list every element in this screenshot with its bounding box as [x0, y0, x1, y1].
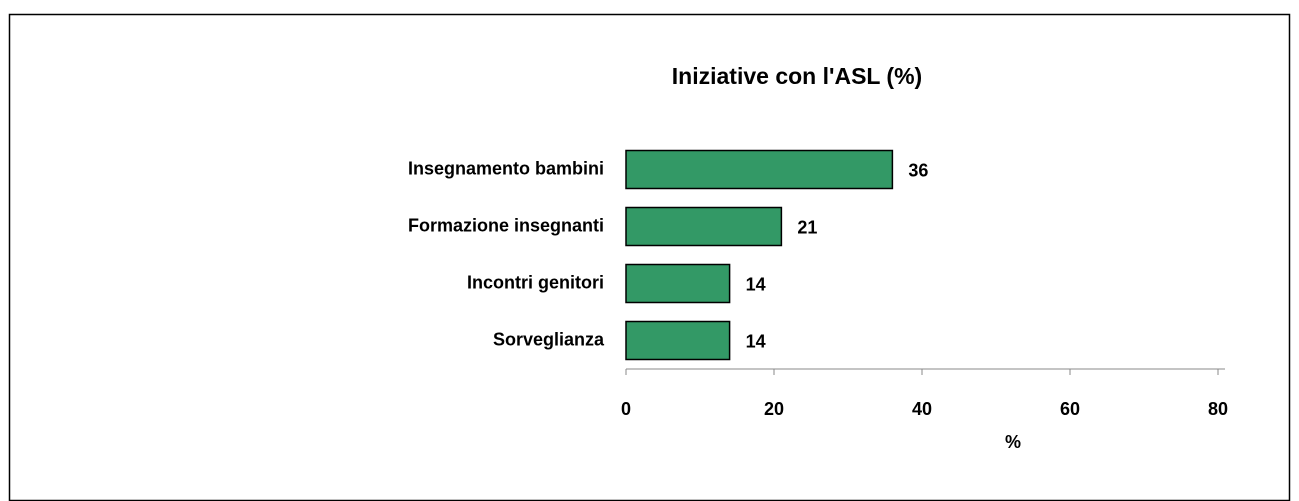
- bar: [625, 206, 783, 247]
- y-tick-label: Insegnamento bambini: [408, 158, 604, 178]
- y-tick-label: Sorveglianza: [493, 329, 605, 349]
- bar: [625, 320, 731, 361]
- bar: [625, 149, 894, 190]
- x-axis-label: %: [1005, 432, 1021, 452]
- bar: [625, 263, 731, 304]
- x-tick-label: 80: [1208, 399, 1228, 419]
- value-label: 36: [908, 160, 928, 180]
- chart-title: Iniziative con l'ASL (%): [672, 63, 922, 89]
- x-tick-label: 40: [912, 399, 932, 419]
- value-label: 14: [746, 274, 766, 294]
- x-tick-label: 0: [621, 399, 631, 419]
- y-tick-label: Formazione insegnanti: [408, 215, 604, 235]
- value-label: 21: [797, 217, 817, 237]
- y-tick-label: Incontri genitori: [467, 272, 604, 292]
- value-label: 14: [746, 331, 766, 351]
- x-tick-label: 60: [1060, 399, 1080, 419]
- chart-frame: [8, 13, 1291, 501]
- x-tick-label: 20: [764, 399, 784, 419]
